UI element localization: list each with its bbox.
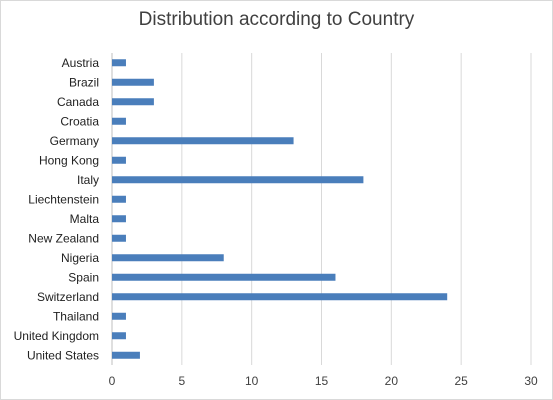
category-label: Switzerland (37, 290, 99, 304)
bar-united-states (112, 351, 140, 359)
bar-croatia (112, 117, 126, 125)
x-tick-label: 0 (109, 374, 116, 388)
category-label: Brazil (69, 75, 99, 89)
bar-new-zealand (112, 234, 126, 242)
bar-germany (112, 137, 294, 145)
bar-italy (112, 176, 364, 184)
x-tick-label: 15 (315, 374, 329, 388)
x-tick-label: 20 (385, 374, 399, 388)
category-label: Spain (68, 270, 99, 284)
bar-thailand (112, 312, 126, 320)
category-label: Austria (62, 56, 100, 70)
bar-hong-kong (112, 156, 126, 164)
x-tick-label: 25 (454, 374, 468, 388)
category-label: United Kingdom (14, 329, 99, 343)
category-label: Malta (70, 212, 100, 226)
bar-united-kingdom (112, 332, 126, 340)
bar-spain (112, 273, 336, 281)
bar-malta (112, 215, 126, 223)
x-tick-label: 5 (178, 374, 185, 388)
category-label: Thailand (53, 309, 99, 323)
bar-switzerland (112, 293, 448, 301)
bar-liechtenstein (112, 195, 126, 203)
bar-brazil (112, 78, 154, 86)
category-label: New Zealand (28, 231, 99, 245)
bar-austria (112, 59, 126, 67)
x-tick-label: 10 (245, 374, 259, 388)
category-label: Liechtenstein (28, 192, 99, 206)
category-label: Croatia (60, 114, 99, 128)
bar-nigeria (112, 254, 224, 262)
category-label: United States (27, 348, 99, 362)
bar-canada (112, 98, 154, 106)
category-label: Germany (50, 134, 99, 148)
category-label: Nigeria (61, 251, 99, 265)
category-label: Hong Kong (39, 153, 99, 167)
x-tick-label: 30 (524, 374, 538, 388)
category-label: Canada (57, 95, 99, 109)
category-label: Italy (77, 173, 99, 187)
chart-title: Distribution according to Country (138, 9, 415, 30)
